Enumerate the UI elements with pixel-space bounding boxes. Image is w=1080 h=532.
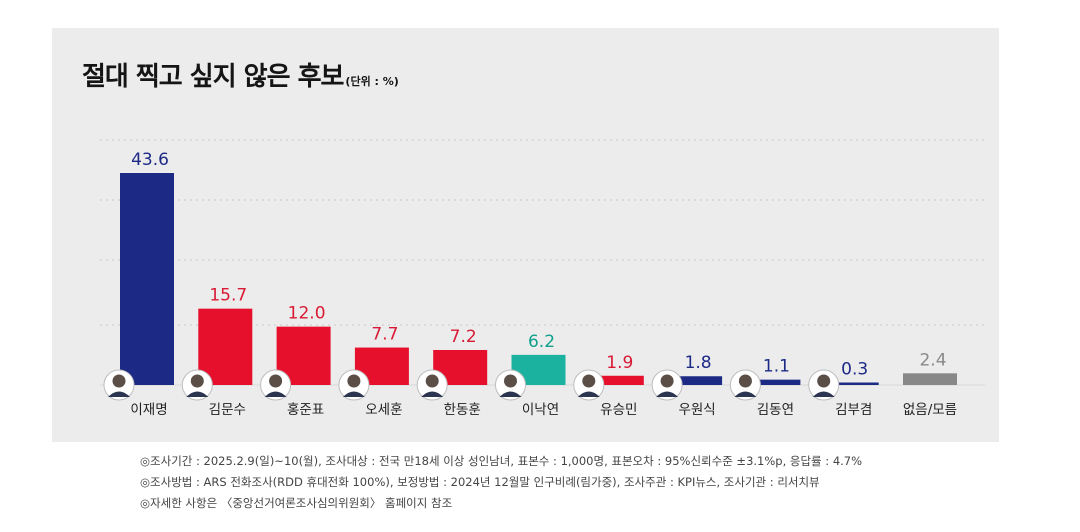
note-survey-period: ◎조사기간 : 2025.2.9(일)~10(월), 조사대상 : 전국 만18… [140, 454, 863, 468]
candidate-photo-9 [729, 369, 761, 401]
category-label-8: 우원식 [678, 402, 715, 418]
bar-9 [746, 379, 801, 385]
category-label-1: 이재명 [130, 402, 167, 418]
value-label-11: 2.4 [919, 350, 946, 370]
chart-title: 절대 찍고 싶지 않은 후보 (단위 : %) [82, 62, 399, 92]
unit-label: (단위 : %) [345, 75, 399, 88]
bar-2 [198, 308, 253, 385]
category-label-11: 없음/모름 [903, 402, 957, 418]
bar-8 [668, 376, 723, 385]
value-label-5: 7.2 [450, 327, 477, 347]
value-label-2: 15.7 [209, 286, 247, 306]
bars [120, 173, 957, 385]
bar-10 [824, 382, 879, 385]
category-label-10: 김부겸 [835, 402, 872, 418]
category-label-5: 한동훈 [444, 402, 481, 418]
candidate-photo-10 [808, 369, 840, 401]
category-label-3: 홍준표 [287, 402, 324, 418]
category-label-6: 이낙연 [522, 402, 559, 418]
note-reference: ◎자세한 사항은 〈중앙선거여론조사심의위원회〉 홈페이지 참조 [140, 496, 453, 510]
candidate-photo-6 [495, 369, 526, 401]
candidate-photo-8 [651, 369, 683, 401]
bar-7 [589, 375, 644, 385]
value-label-9: 1.1 [763, 357, 790, 377]
bar-1 [120, 173, 174, 385]
candidate-avatars [103, 369, 840, 401]
value-label-8: 1.8 [685, 353, 712, 373]
category-labels: 이재명 김문수 홍준표 오세훈 한동훈 이낙연 유승민 우원식 김동연 김부겸 없음/모름 [130, 402, 957, 418]
candidate-photo-1 [103, 369, 135, 401]
note-survey-method: ◎조사방법 : ARS 전화조사(RDD 휴대전화 100%), 보정방법 : … [140, 475, 820, 489]
survey-notes: ◎조사기간 : 2025.2.9(일)~10(월), 조사대상 : 전국 만18… [140, 451, 862, 514]
candidate-photo-4 [338, 369, 370, 401]
value-label-7: 1.9 [606, 353, 633, 373]
category-label-2: 김문수 [209, 402, 246, 418]
candidate-photo-3 [260, 369, 292, 401]
category-label-4: 오세훈 [365, 402, 402, 418]
bar-11 [903, 373, 957, 385]
value-label-6: 6.2 [528, 332, 555, 352]
value-label-10: 0.3 [841, 360, 868, 380]
value-label-3: 12.0 [288, 304, 326, 324]
category-label-7: 유승민 [600, 402, 637, 418]
value-labels: 43.6 15.7 12.0 7.7 7.2 6.2 1.9 1.8 1.1 0.3 2.4 [131, 150, 946, 380]
value-label-1: 43.6 [131, 150, 169, 170]
candidate-photo-5 [416, 369, 448, 401]
category-label-9: 김동연 [757, 402, 794, 418]
candidate-photo-7 [573, 369, 605, 401]
value-label-4: 7.7 [371, 325, 398, 345]
candidate-photo-2 [181, 369, 213, 401]
bar-chart: 43.6 15.7 12.0 7.7 7.2 6.2 1.9 1.8 1.1 0.3 2.4 이재명… [100, 139, 985, 418]
